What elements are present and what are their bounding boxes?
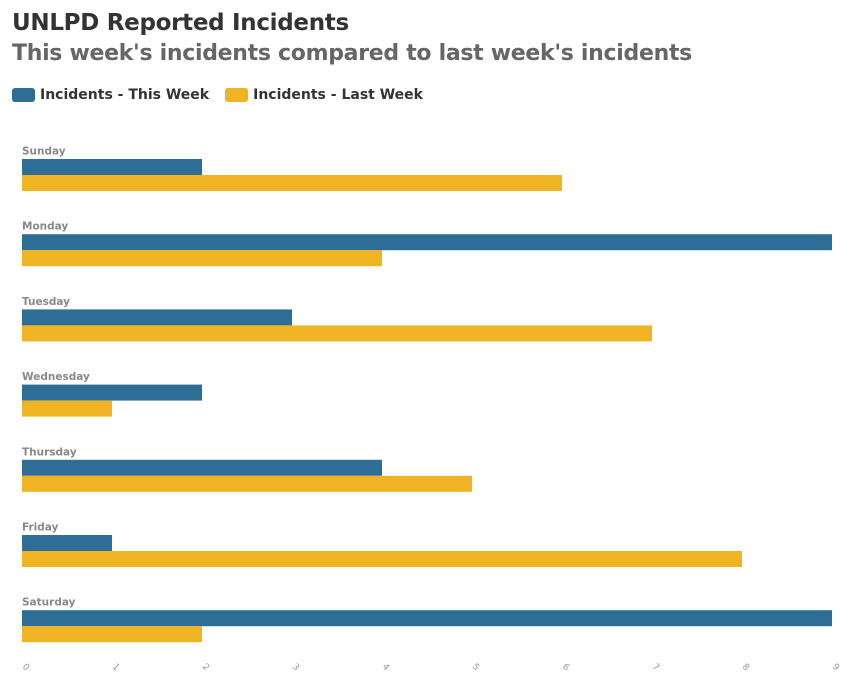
bar-wednesday-last-week[interactable]: [22, 400, 112, 417]
category-label-saturday: Saturday: [22, 597, 76, 609]
legend-swatch-this-week: [12, 88, 35, 102]
chart-subtitle: This week's incidents compared to last w…: [12, 41, 692, 66]
x-tick-label-6: 6: [560, 662, 571, 673]
category-label-monday: Monday: [22, 221, 68, 233]
bar-friday-last-week[interactable]: [22, 551, 742, 567]
legend-item-last-week[interactable]: Incidents - Last Week: [225, 87, 423, 103]
bar-tuesday-this-week[interactable]: [22, 309, 292, 326]
bar-monday-this-week[interactable]: [22, 234, 832, 251]
legend-label-last-week: Incidents - Last Week: [253, 87, 423, 103]
legend-item-this-week[interactable]: Incidents - This Week: [12, 87, 209, 103]
x-tick-label-2: 2: [200, 662, 211, 673]
x-tick-label-9: 9: [830, 662, 841, 673]
category-label-friday: Friday: [22, 522, 59, 534]
bar-monday-last-week[interactable]: [22, 250, 382, 267]
bar-sunday-last-week[interactable]: [22, 175, 562, 191]
bar-thursday-this-week[interactable]: [22, 459, 382, 476]
bar-saturday-last-week[interactable]: [22, 626, 202, 643]
x-tick-label-3: 3: [290, 662, 301, 673]
chart-title: UNLPD Reported Incidents: [12, 10, 349, 36]
bar-saturday-this-week[interactable]: [22, 610, 832, 627]
chart-legend: Incidents - This Week Incidents - Last W…: [12, 87, 423, 103]
bar-friday-this-week[interactable]: [22, 535, 112, 551]
bar-tuesday-last-week[interactable]: [22, 325, 652, 342]
x-tick-label-5: 5: [470, 662, 481, 673]
category-label-thursday: Thursday: [22, 446, 77, 458]
x-tick-label-4: 4: [380, 662, 391, 673]
bar-wednesday-this-week[interactable]: [22, 384, 202, 401]
x-tick-label-8: 8: [740, 662, 751, 673]
category-label-wednesday: Wednesday: [22, 371, 90, 383]
bar-thursday-last-week[interactable]: [22, 475, 472, 492]
x-tick-label-7: 7: [650, 662, 661, 673]
x-tick-label-0: 0: [20, 662, 31, 673]
legend-swatch-last-week: [225, 88, 249, 102]
bar-sunday-this-week[interactable]: [22, 159, 202, 175]
legend-label-this-week: Incidents - This Week: [40, 87, 210, 103]
category-label-tuesday: Tuesday: [22, 296, 70, 308]
x-tick-label-1: 1: [110, 662, 121, 673]
category-label-sunday: Sunday: [22, 146, 66, 158]
